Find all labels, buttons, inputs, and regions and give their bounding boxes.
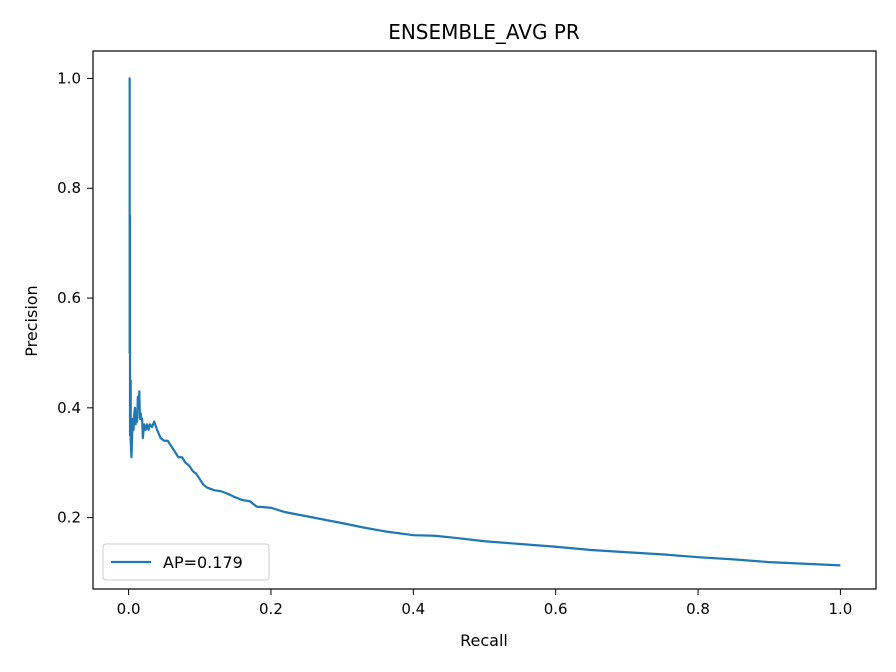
axes-frame [92, 50, 877, 590]
y-tick-label: 1.0 [57, 69, 81, 87]
y-tick-label: 0.2 [57, 509, 81, 527]
legend-box [102, 543, 270, 581]
x-tick-label: 0.6 [544, 600, 568, 618]
legend: AP=0.179 [102, 543, 270, 581]
legend-label: AP=0.179 [163, 553, 243, 572]
x-tick-label: 0.2 [259, 600, 283, 618]
y-tick-label: 0.4 [57, 399, 81, 417]
x-axis-label: Recall [460, 631, 508, 650]
axis-ticks: 0.0 0.2 0.4 0.6 0.8 1.0 0.2 0.4 0.6 0.8 1.0 [57, 69, 852, 618]
plot-area [128, 77, 841, 567]
chart-title: ENSEMBLE_AVG PR [388, 20, 580, 44]
x-tick-label: 0.4 [401, 600, 425, 618]
y-tick-label: 0.8 [57, 179, 81, 197]
x-tick-label: 0.0 [117, 600, 141, 618]
x-tick-label: 1.0 [828, 600, 852, 618]
y-tick-label: 0.6 [57, 289, 81, 307]
x-tick-label: 0.8 [686, 600, 710, 618]
y-axis-label: Precision [22, 285, 41, 356]
pr-curve-line [128, 77, 841, 567]
